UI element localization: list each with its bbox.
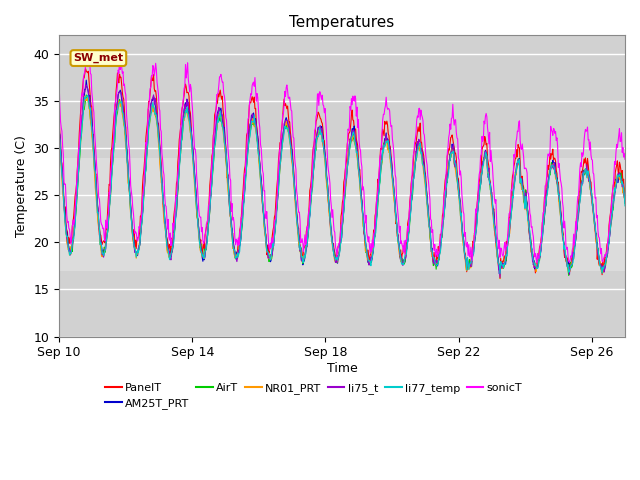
PanelT: [397, 247, 404, 253]
sonicT: [55, 81, 63, 86]
Text: SW_met: SW_met: [74, 53, 124, 63]
AirT: [621, 201, 629, 206]
Y-axis label: Temperature (C): Temperature (C): [15, 135, 28, 237]
AirT: [171, 230, 179, 236]
NR01_PRT: [132, 255, 140, 261]
sonicT: [488, 162, 496, 168]
Line: li75_t: li75_t: [59, 85, 625, 278]
AirT: [83, 92, 90, 98]
PanelT: [132, 246, 140, 252]
li77_temp: [120, 122, 128, 128]
Line: li77_temp: li77_temp: [59, 96, 625, 274]
PanelT: [488, 200, 496, 205]
AirT: [55, 129, 63, 135]
Title: Temperatures: Temperatures: [289, 15, 395, 30]
sonicT: [132, 230, 140, 236]
Line: AirT: AirT: [59, 95, 625, 276]
sonicT: [171, 217, 179, 223]
AirT: [132, 252, 140, 258]
PanelT: [598, 272, 606, 277]
li75_t: [397, 252, 404, 258]
sonicT: [84, 49, 92, 55]
li75_t: [496, 275, 504, 281]
AM25T_PRT: [495, 271, 503, 276]
li75_t: [488, 202, 496, 207]
sonicT: [397, 240, 404, 246]
li75_t: [349, 127, 356, 133]
li75_t: [621, 199, 629, 205]
Line: sonicT: sonicT: [59, 52, 625, 263]
li75_t: [171, 228, 179, 234]
AM25T_PRT: [349, 126, 356, 132]
X-axis label: Time: Time: [326, 362, 358, 375]
Line: AM25T_PRT: AM25T_PRT: [59, 80, 625, 274]
AirT: [488, 204, 496, 209]
li77_temp: [55, 132, 63, 138]
li75_t: [55, 122, 63, 128]
AM25T_PRT: [397, 258, 404, 264]
NR01_PRT: [397, 259, 404, 264]
NR01_PRT: [488, 206, 496, 212]
PanelT: [120, 107, 128, 113]
NR01_PRT: [171, 232, 179, 238]
PanelT: [349, 117, 356, 123]
Legend: PanelT, AM25T_PRT, AirT, NR01_PRT, li75_t, li77_temp, sonicT: PanelT, AM25T_PRT, AirT, NR01_PRT, li75_…: [100, 378, 527, 414]
li75_t: [120, 116, 128, 122]
PanelT: [171, 208, 179, 214]
li75_t: [132, 250, 140, 256]
AM25T_PRT: [621, 197, 629, 203]
NR01_PRT: [84, 93, 92, 98]
NR01_PRT: [55, 134, 63, 140]
AM25T_PRT: [132, 250, 140, 255]
li75_t: [83, 82, 90, 88]
AM25T_PRT: [171, 228, 179, 234]
PanelT: [82, 66, 90, 72]
AirT: [349, 136, 356, 142]
li77_temp: [496, 271, 504, 276]
li77_temp: [132, 254, 140, 260]
sonicT: [533, 260, 541, 265]
AM25T_PRT: [83, 77, 90, 83]
li77_temp: [488, 200, 496, 205]
AM25T_PRT: [55, 129, 63, 135]
NR01_PRT: [120, 123, 128, 129]
sonicT: [349, 93, 356, 99]
Bar: [59, 36, 625, 158]
li77_temp: [397, 255, 404, 261]
sonicT: [120, 81, 128, 87]
Bar: [59, 271, 625, 336]
NR01_PRT: [496, 276, 504, 281]
AirT: [397, 255, 404, 261]
li77_temp: [84, 93, 92, 98]
AirT: [565, 273, 573, 278]
li77_temp: [171, 230, 179, 236]
NR01_PRT: [621, 194, 629, 200]
PanelT: [55, 115, 63, 121]
Line: PanelT: PanelT: [59, 69, 625, 275]
li77_temp: [621, 203, 629, 209]
AirT: [120, 123, 128, 129]
AM25T_PRT: [120, 117, 128, 122]
PanelT: [621, 192, 629, 198]
AM25T_PRT: [488, 200, 496, 206]
NR01_PRT: [349, 132, 356, 138]
li77_temp: [349, 131, 356, 136]
sonicT: [621, 156, 629, 162]
Line: NR01_PRT: NR01_PRT: [59, 96, 625, 278]
